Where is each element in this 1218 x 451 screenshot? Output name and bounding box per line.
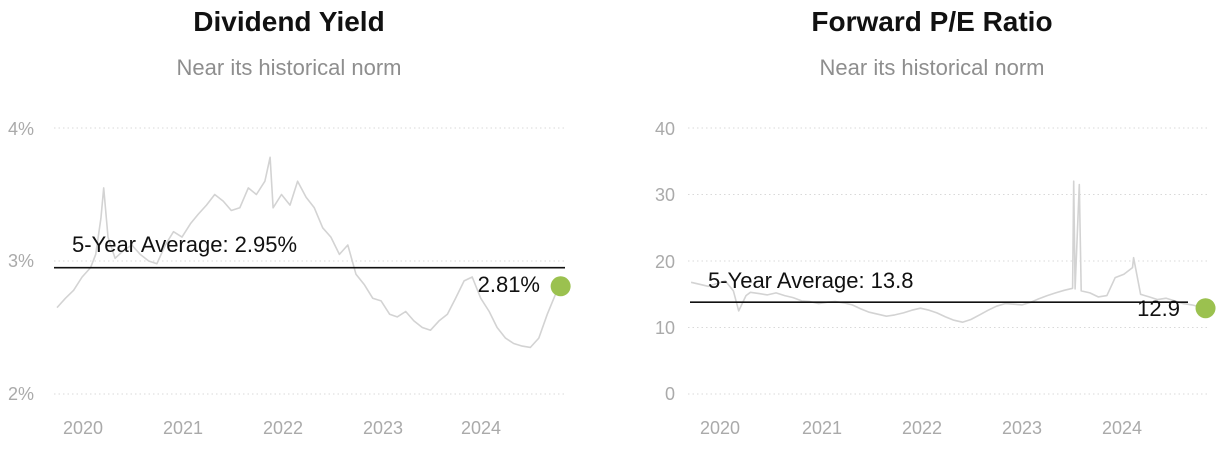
y-tick-label: 20 xyxy=(655,252,675,272)
dividend-yield-gridlines xyxy=(54,127,565,395)
x-tick-label: 2022 xyxy=(263,418,303,438)
x-tick-label: 2021 xyxy=(163,418,203,438)
x-tick-label: 2022 xyxy=(902,418,942,438)
dividend-yield-subtitle: Near its historical norm xyxy=(177,55,402,80)
series-line xyxy=(56,156,562,349)
current-value-dot xyxy=(1195,298,1216,319)
x-tick-label: 2024 xyxy=(1102,418,1142,438)
current-value-dot xyxy=(550,276,571,297)
series-line xyxy=(690,180,1206,324)
forward-pe-current-label: 12.9 xyxy=(1137,296,1180,321)
x-tick-label: 2023 xyxy=(1002,418,1042,438)
forward-pe-chart: Forward P/E Ratio Near its historical no… xyxy=(655,6,1216,438)
dividend-yield-current-marker xyxy=(550,276,571,297)
dividend-yield-current-label: 2.81% xyxy=(478,272,540,297)
forward-pe-title: Forward P/E Ratio xyxy=(811,6,1052,37)
x-tick-label: 2020 xyxy=(700,418,740,438)
forward-pe-average-label: 5-Year Average: 13.8 xyxy=(708,268,914,293)
dividend-yield-chart: Dividend Yield Near its historical norm … xyxy=(8,6,571,438)
y-tick-label: 40 xyxy=(655,119,675,139)
dividend-yield-average-label: 5-Year Average: 2.95% xyxy=(72,232,297,257)
y-tick-label: 30 xyxy=(655,185,675,205)
y-tick-label: 2% xyxy=(8,384,34,404)
y-tick-label: 3% xyxy=(8,251,34,271)
y-tick-label: 0 xyxy=(665,384,675,404)
x-tick-label: 2024 xyxy=(461,418,501,438)
x-tick-label: 2020 xyxy=(63,418,103,438)
dividend-yield-series xyxy=(56,156,562,349)
y-tick-label: 4% xyxy=(8,119,34,139)
forward-pe-current-marker xyxy=(1195,298,1216,319)
x-tick-label: 2021 xyxy=(802,418,842,438)
forward-pe-subtitle: Near its historical norm xyxy=(820,55,1045,80)
dividend-yield-title: Dividend Yield xyxy=(193,6,384,37)
forward-pe-series xyxy=(690,180,1206,324)
x-tick-label: 2023 xyxy=(363,418,403,438)
y-tick-label: 10 xyxy=(655,318,675,338)
forward-pe-gridlines xyxy=(688,127,1210,395)
